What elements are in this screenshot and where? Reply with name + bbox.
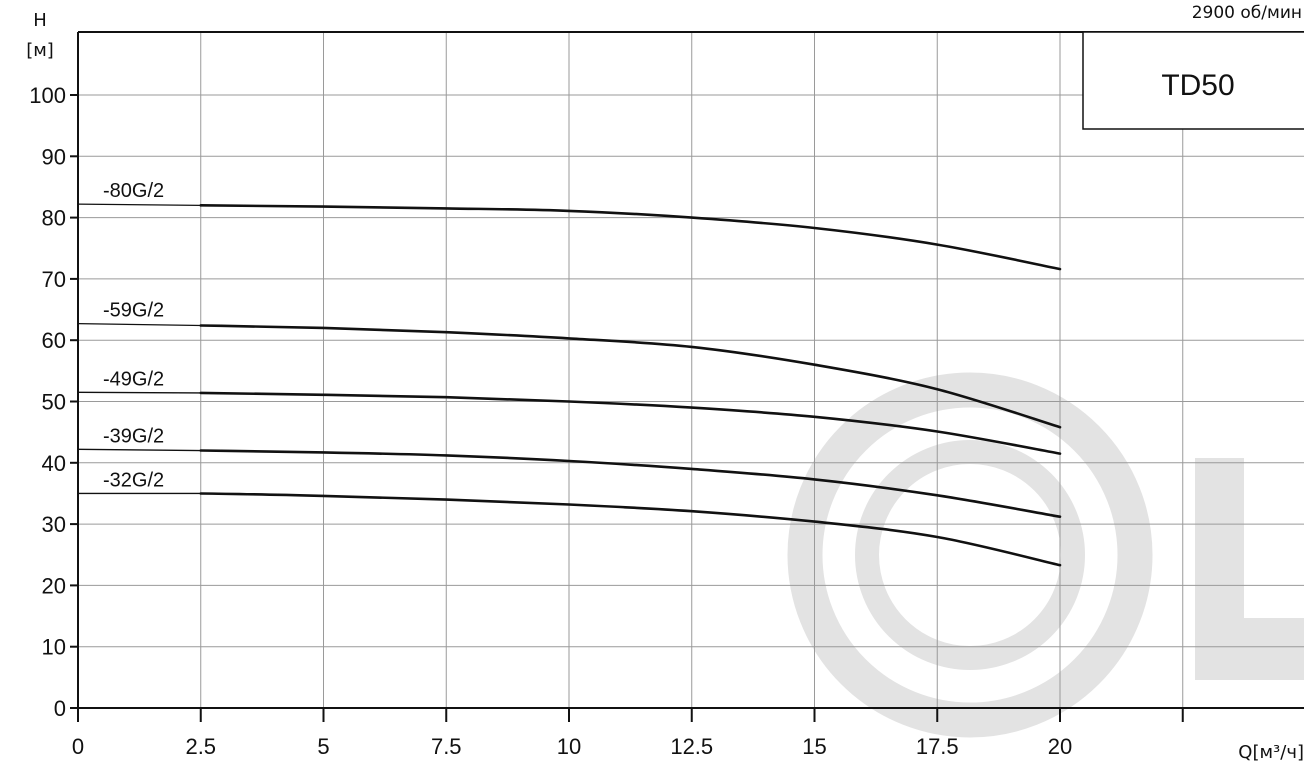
y-tick-label: 100: [29, 83, 66, 108]
y-axis-unit: [м]: [26, 40, 54, 61]
series-line: [199, 391, 1062, 455]
series-label: -32G/2: [103, 469, 164, 491]
model-box: [1082, 31, 1304, 130]
x-tick-label: 12.5: [670, 734, 713, 759]
x-tick-label: 5: [317, 734, 329, 759]
x-tick-label: 10: [557, 734, 581, 759]
x-tick-label: 20: [1048, 734, 1072, 759]
x-tick-label: 2.5: [185, 734, 216, 759]
series-label: -49G/2: [103, 368, 164, 390]
y-tick-label: 80: [42, 206, 66, 231]
x-ticks: 0 2.5 5 7.5 10 12.5 15 17.5 20: [72, 708, 1184, 759]
series-label: -59G/2: [103, 300, 164, 322]
watermark-logo: [787, 372, 1304, 738]
y-tick-label: 30: [42, 512, 66, 537]
speed-label: 2900 об/мин: [1192, 3, 1302, 23]
y-ticks: 0 10 20 30 40 50 60 70 80 90 100: [29, 83, 78, 721]
series-line: [199, 492, 1062, 567]
series-line-start: [77, 322, 201, 327]
x-tick-label: 15: [802, 734, 826, 759]
series-line: [199, 324, 1062, 429]
y-tick-label: 90: [42, 144, 66, 169]
y-tick-label: 40: [42, 451, 66, 476]
series-label: -80G/2: [103, 180, 164, 202]
y-tick-label: 50: [42, 390, 66, 415]
x-tick-label: 7.5: [431, 734, 462, 759]
series-line: [199, 449, 1062, 518]
y-tick-label: 10: [42, 635, 66, 660]
y-axis-title: H: [33, 10, 47, 31]
y-tick-label: 60: [42, 328, 66, 353]
series-line-start: [77, 203, 201, 206]
y-tick-label: 0: [54, 696, 66, 721]
x-tick-label: 17.5: [916, 734, 959, 759]
y-tick-label: 20: [42, 573, 66, 598]
y-tick-label: 70: [42, 267, 66, 292]
series-line-start: [77, 448, 201, 452]
series-line: [199, 204, 1062, 271]
x-axis-title: Q[м³/ч]: [1238, 742, 1304, 763]
series-label: -39G/2: [103, 425, 164, 447]
series-line-start: [77, 391, 201, 394]
model-label: TD50: [1161, 69, 1234, 102]
x-tick-label: 0: [72, 734, 84, 759]
series-group: -80G/2 -59G/2 -49G/2 -39G/2 -32G/2: [77, 180, 1062, 567]
